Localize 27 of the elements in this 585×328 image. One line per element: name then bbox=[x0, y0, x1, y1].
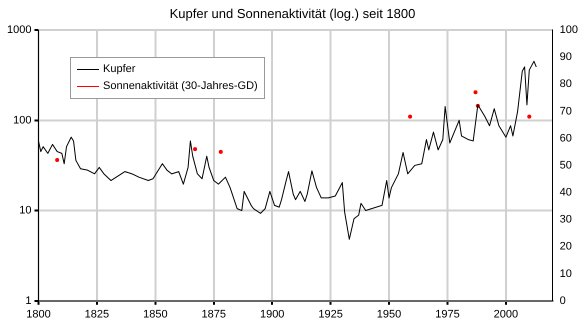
y2-tick-label: 70 bbox=[560, 105, 572, 118]
y2-tick-label: 30 bbox=[560, 214, 572, 226]
y-tick-label: 10 bbox=[19, 204, 32, 217]
x-tick-label: 1950 bbox=[376, 308, 402, 320]
y2-tick-label: 80 bbox=[560, 78, 572, 90]
legend-label: Sonnenaktivität (30-Jahres-GD) bbox=[103, 80, 258, 92]
legend-label: Kupfer bbox=[103, 63, 136, 75]
x-tick-label: 1925 bbox=[318, 308, 343, 320]
x-tick-label: 1975 bbox=[435, 308, 460, 320]
x-tick-label: 1800 bbox=[26, 308, 51, 320]
y2-tick-label: 100 bbox=[560, 24, 578, 36]
y2-tick-label: 50 bbox=[560, 159, 572, 172]
y-tick-label: 1000 bbox=[6, 24, 32, 36]
y2-tick-label: 40 bbox=[560, 186, 572, 199]
y2-tick-label: 0 bbox=[560, 294, 566, 307]
y2-tick-label: 60 bbox=[560, 132, 572, 144]
chart-title: Kupfer und Sonnenaktivität (log.) seit 1800 bbox=[168, 6, 416, 21]
y2-tick-label: 10 bbox=[560, 268, 572, 280]
x-tick-label: 2000 bbox=[494, 308, 518, 320]
x-tick-label: 1825 bbox=[84, 308, 110, 320]
y-tick-label: 100 bbox=[13, 114, 32, 126]
y2-tick-label: 20 bbox=[560, 240, 572, 253]
x-tick-label: 1850 bbox=[143, 308, 168, 320]
x-tick-label: 1875 bbox=[202, 308, 226, 320]
x-tick-label: 1900 bbox=[260, 308, 284, 320]
y2-tick-label: 90 bbox=[560, 51, 572, 64]
y-tick-label: 1 bbox=[25, 294, 32, 307]
